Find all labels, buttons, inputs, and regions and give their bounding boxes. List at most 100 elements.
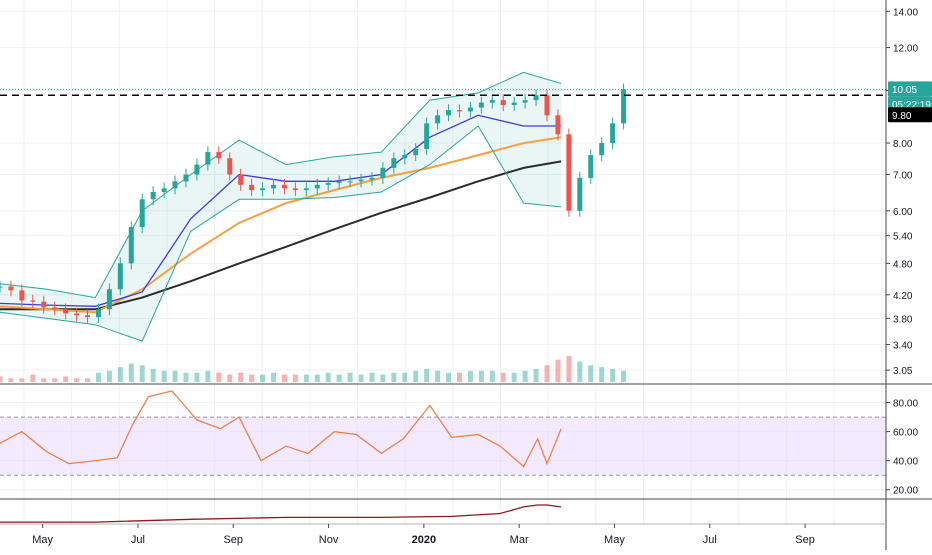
indicator-lines	[0, 71, 562, 523]
line-sma50	[0, 114, 562, 307]
candle-body	[555, 115, 561, 135]
volume-bar	[424, 369, 430, 382]
volume-bar	[347, 372, 353, 382]
volume-bar	[150, 369, 156, 382]
candle-body	[85, 315, 91, 318]
candle-body	[336, 181, 342, 184]
candle-body	[139, 199, 145, 228]
volume-bar	[19, 378, 25, 382]
volume-bar	[74, 378, 80, 382]
candle-body	[347, 181, 353, 183]
time-axis[interactable]: May Jul Sep Nov 2020 Mar May Jul Sep	[32, 524, 815, 546]
candle-body	[424, 123, 430, 150]
volume-bar	[205, 370, 211, 382]
volume-bar	[621, 370, 627, 382]
price-tick-label: 4.20	[893, 291, 913, 302]
volume-bar	[555, 359, 561, 382]
volume-bar	[336, 374, 342, 382]
candle-body	[270, 184, 276, 189]
volume-bar	[249, 374, 255, 382]
volume-bar	[95, 372, 101, 382]
volume-bar	[588, 365, 594, 382]
candle-body	[566, 134, 572, 211]
price-tick-label: 7.00	[893, 171, 913, 182]
volume-bar	[216, 372, 222, 382]
volume-bar	[380, 374, 386, 382]
volume-bar	[435, 370, 441, 382]
candle-body	[325, 183, 331, 185]
volume-bar	[446, 372, 452, 382]
volume-bar	[270, 372, 276, 382]
candle-body	[621, 89, 627, 124]
volume-bar	[238, 372, 244, 382]
volume-bar	[599, 367, 605, 382]
candle-body	[227, 158, 233, 175]
volume-bar	[314, 374, 320, 382]
price-tick-label: 14.00	[893, 7, 918, 18]
candle-body	[303, 188, 309, 191]
candle-body	[402, 155, 408, 159]
volume-bar	[128, 363, 134, 382]
candle-body	[238, 174, 244, 185]
time-tick-label: Sep	[795, 534, 815, 546]
volume-bar	[281, 374, 287, 382]
volume-bar	[610, 369, 616, 382]
candle-body	[413, 149, 419, 156]
line-sma100	[0, 136, 562, 314]
countdown-badge-text: 05:22:19	[892, 100, 931, 111]
candle-body	[391, 158, 397, 168]
price-axis[interactable]: 14.0012.0010.008.007.006.005.404.804.203…	[886, 7, 918, 497]
volume-bar	[117, 367, 123, 382]
volume-bar	[8, 378, 14, 382]
volume-bar	[456, 372, 462, 382]
candle-body	[522, 100, 528, 103]
candle-body	[369, 177, 375, 180]
rsi-line	[0, 390, 562, 468]
volume-bar	[478, 370, 484, 382]
candle-body	[281, 184, 287, 189]
volume-bar	[161, 370, 167, 382]
candle-body	[0, 286, 3, 288]
price-tick-label: 5.40	[893, 232, 913, 243]
candle-body	[500, 100, 506, 106]
time-tick-label: Mar	[510, 534, 529, 546]
volume-bar	[467, 370, 473, 382]
price-tick-label: 3.05	[893, 366, 913, 377]
volume-bar	[391, 372, 397, 382]
line-sma200	[0, 160, 562, 311]
last-price-badge-bg	[888, 81, 932, 97]
last-price-badge-text: 10.05	[892, 85, 917, 96]
time-tick-label: Jul	[131, 534, 145, 546]
bollinger-band-area	[0, 72, 562, 342]
rsi-band	[0, 416, 886, 476]
candle-body	[74, 313, 80, 316]
candle-body	[478, 102, 484, 108]
price-badges: 10.05 05:22:199.80	[888, 81, 932, 123]
candle-body	[467, 107, 473, 112]
volume-bar	[489, 370, 495, 382]
candle-body	[260, 188, 266, 191]
rsi-tick-label: 60.00	[893, 428, 918, 439]
candle-body	[8, 286, 14, 291]
volume-bar	[41, 378, 47, 382]
price-tick-label: 12.00	[893, 44, 918, 55]
candle-body	[183, 174, 189, 182]
candle-body	[19, 290, 25, 301]
candle-body	[205, 152, 211, 165]
volume-bars	[0, 356, 627, 382]
volume-bar	[303, 374, 309, 382]
price-tick-label: 3.40	[893, 341, 913, 352]
volume-bar	[227, 374, 233, 382]
candle-body	[610, 123, 616, 144]
rsi-band-fill	[0, 417, 886, 476]
candle-body	[128, 227, 134, 264]
volume-bar	[566, 356, 572, 382]
volume-bar	[522, 370, 528, 382]
candle-body	[577, 177, 583, 211]
volume-bar	[358, 374, 364, 382]
lower-panel-line	[0, 504, 562, 523]
volume-bar	[63, 376, 69, 382]
candle-body	[172, 181, 178, 189]
